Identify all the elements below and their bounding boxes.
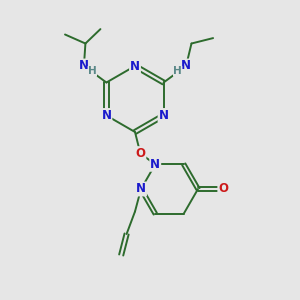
Text: N: N [136, 182, 146, 196]
Text: H: H [173, 66, 182, 76]
Text: N: N [130, 59, 140, 73]
Text: N: N [79, 59, 89, 73]
Text: N: N [150, 158, 160, 171]
Text: H: H [88, 66, 97, 76]
Text: N: N [159, 109, 169, 122]
Text: O: O [218, 182, 229, 196]
Text: N: N [181, 59, 191, 73]
Text: N: N [101, 109, 111, 122]
Text: O: O [135, 147, 146, 160]
